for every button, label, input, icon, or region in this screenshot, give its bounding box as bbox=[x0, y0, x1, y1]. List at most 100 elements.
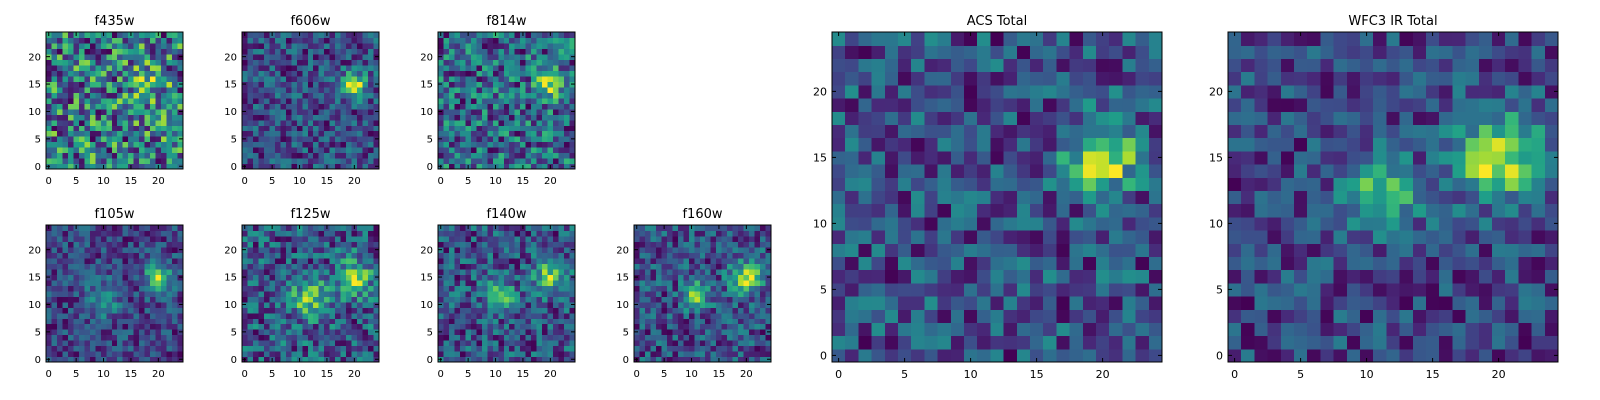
heatmap-cell bbox=[498, 279, 505, 286]
heatmap-cell bbox=[362, 53, 369, 60]
heatmap-cell bbox=[62, 163, 69, 170]
heatmap-cell bbox=[666, 230, 673, 237]
heatmap-cell bbox=[67, 108, 74, 115]
heatmap-cell bbox=[133, 97, 140, 104]
heatmap-cell bbox=[564, 334, 571, 341]
heatmap-cell bbox=[950, 296, 965, 310]
heatmap-cell bbox=[531, 147, 538, 154]
heatmap-cell bbox=[710, 340, 717, 347]
heatmap-cell bbox=[78, 32, 85, 39]
heatmap-cell bbox=[313, 97, 320, 104]
heatmap-cell bbox=[307, 86, 314, 93]
heatmap-cell bbox=[111, 108, 118, 115]
heatmap-cell bbox=[161, 158, 168, 165]
heatmap-cell bbox=[564, 163, 571, 170]
heatmap-cell bbox=[520, 246, 527, 253]
heatmap-cell bbox=[139, 225, 146, 232]
heatmap-cell bbox=[536, 274, 543, 281]
heatmap-cell bbox=[558, 64, 565, 71]
heatmap-cell bbox=[520, 64, 527, 71]
heatmap-cell bbox=[340, 257, 347, 264]
heatmap-cell bbox=[373, 97, 380, 104]
heatmap-cell bbox=[302, 296, 309, 303]
heatmap-cell bbox=[89, 334, 96, 341]
heatmap-cell bbox=[346, 252, 353, 259]
heatmap-cell bbox=[1003, 322, 1018, 337]
heatmap-cell bbox=[155, 53, 162, 60]
heatmap-cell bbox=[738, 307, 745, 314]
heatmap-cell bbox=[1030, 348, 1044, 363]
heatmap-cell bbox=[884, 203, 899, 218]
heatmap-cell bbox=[291, 64, 298, 71]
heatmap-cell bbox=[56, 136, 64, 143]
heatmap-cell bbox=[470, 32, 477, 39]
heatmap-cell bbox=[280, 334, 287, 341]
heatmap-cell bbox=[242, 340, 249, 347]
heatmap-cell bbox=[487, 119, 494, 126]
heatmap-cell bbox=[252, 345, 260, 352]
heatmap-cell bbox=[569, 152, 576, 159]
heatmap-cell bbox=[710, 323, 717, 330]
heatmap-cell bbox=[553, 141, 560, 148]
heatmap-cell bbox=[302, 81, 309, 88]
heatmap-cell bbox=[884, 309, 899, 323]
heatmap-cell bbox=[133, 48, 140, 55]
heatmap-cell bbox=[536, 136, 543, 143]
heatmap-cell bbox=[324, 147, 331, 154]
heatmap-cell bbox=[765, 225, 772, 232]
heatmap-cell bbox=[520, 296, 527, 303]
heatmap-cell bbox=[655, 307, 662, 314]
heatmap-cell bbox=[1148, 177, 1163, 191]
heatmap-cell bbox=[117, 318, 124, 325]
heatmap-cell bbox=[503, 158, 510, 165]
heatmap-cell bbox=[644, 351, 652, 358]
heatmap-cell bbox=[558, 86, 565, 93]
heatmap-cell bbox=[111, 158, 118, 165]
heatmap-cell bbox=[307, 345, 314, 352]
heatmap-cell bbox=[318, 92, 325, 99]
heatmap-cell bbox=[172, 163, 179, 170]
heatmap-cell bbox=[346, 334, 353, 341]
heatmap-cell bbox=[898, 190, 912, 205]
heatmap-cell bbox=[492, 70, 499, 77]
heatmap-cell bbox=[46, 268, 53, 275]
heatmap-cell bbox=[520, 263, 527, 270]
heatmap-cell bbox=[705, 230, 712, 237]
heatmap-cell bbox=[95, 318, 102, 325]
heatmap-cell bbox=[307, 48, 314, 55]
heatmap-cell bbox=[498, 312, 505, 319]
y-tick-label: 15 bbox=[224, 273, 237, 284]
heatmap-cell bbox=[62, 97, 69, 104]
heatmap-cell bbox=[155, 290, 162, 297]
heatmap-cell bbox=[67, 75, 74, 82]
heatmap-cell bbox=[144, 323, 151, 330]
heatmap-cell bbox=[525, 152, 532, 159]
heatmap-cell bbox=[73, 252, 80, 259]
heatmap-cell bbox=[743, 274, 750, 281]
heatmap-cell bbox=[335, 130, 342, 137]
heatmap-cell bbox=[727, 230, 734, 237]
heatmap-cell bbox=[291, 141, 298, 148]
heatmap-cell bbox=[666, 318, 673, 325]
heatmap-cell bbox=[117, 285, 124, 292]
heatmap-cell bbox=[749, 334, 756, 341]
heatmap-cell bbox=[454, 268, 461, 275]
heatmap-cell bbox=[898, 164, 912, 178]
heatmap-cell bbox=[1069, 230, 1084, 244]
heatmap-cell bbox=[1016, 243, 1031, 257]
heatmap-cell bbox=[650, 257, 657, 264]
heatmap-cell bbox=[438, 92, 445, 99]
heatmap-cell bbox=[509, 230, 516, 237]
heatmap-cell bbox=[150, 230, 157, 237]
heatmap-cell bbox=[465, 263, 472, 270]
heatmap-cell bbox=[438, 64, 445, 71]
heatmap-cell bbox=[177, 290, 184, 297]
heatmap-cell bbox=[274, 340, 281, 347]
heatmap-cell bbox=[459, 274, 466, 281]
heatmap-cell bbox=[542, 81, 549, 88]
heatmap-cell bbox=[514, 356, 521, 363]
heatmap-cell bbox=[503, 108, 510, 115]
heatmap-cell bbox=[721, 340, 728, 347]
heatmap-cell bbox=[280, 130, 287, 137]
heatmap-cell bbox=[296, 158, 303, 165]
